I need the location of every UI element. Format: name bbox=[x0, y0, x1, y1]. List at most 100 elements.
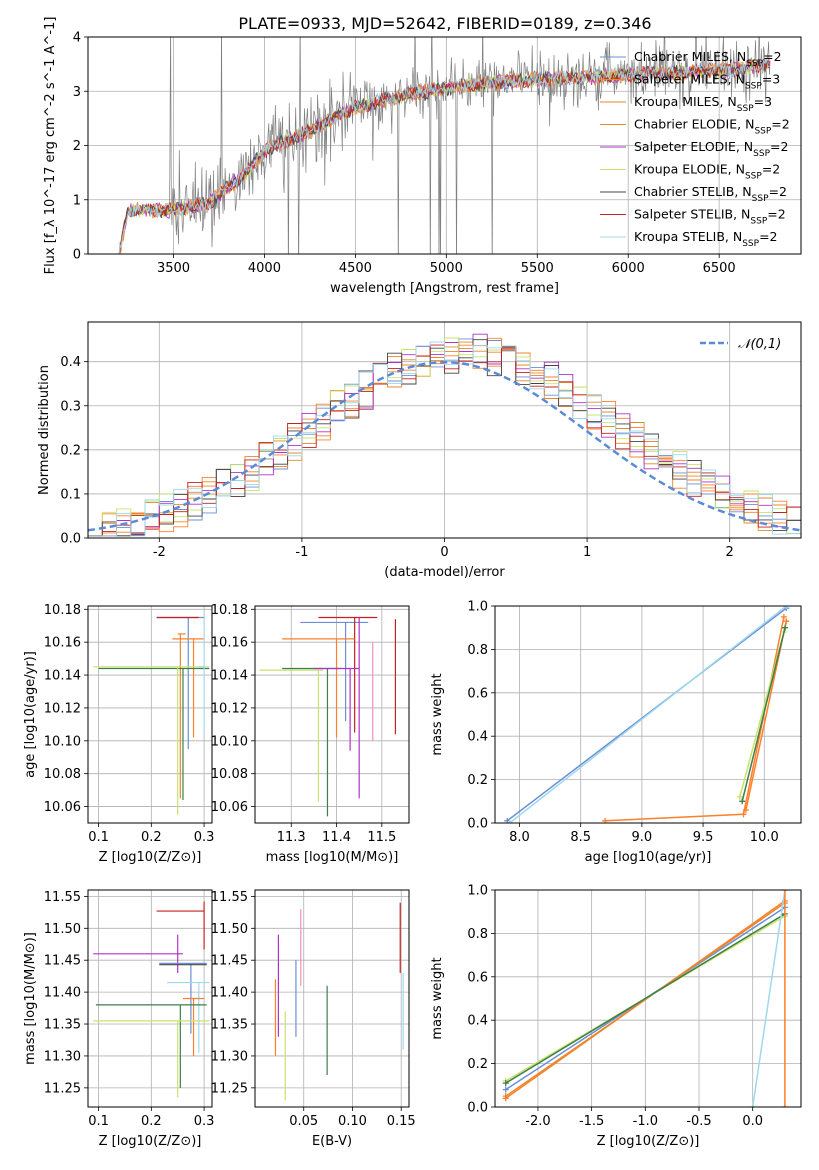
legend-entry: Salpeter ELODIE, NSSP=2 bbox=[634, 139, 788, 159]
tick-label-y: 0.0 bbox=[60, 532, 81, 547]
tick-label-y: 11.25 bbox=[44, 1081, 81, 1096]
tick-label-x: 0.3 bbox=[194, 1114, 215, 1129]
tick-label-x: -1.5 bbox=[579, 1114, 604, 1129]
tick-label-y: 1 bbox=[73, 193, 81, 208]
tick-label-y: 2 bbox=[73, 139, 81, 154]
legend-value: =2 bbox=[770, 139, 788, 154]
plot-area bbox=[93, 616, 210, 815]
x-axis-label: Z [log10(Z/Z⊙)] bbox=[99, 850, 202, 865]
mass-weight-point bbox=[783, 618, 790, 625]
tick-label-x: 2 bbox=[726, 545, 734, 560]
x-axis-label: age [log10(age/yr)] bbox=[585, 850, 712, 865]
panel-7: -2.0 -1.5 -1.0 -0.5 0.0 0.0 0.2 0.4 0.6 0.8 1.0 Z [… bbox=[430, 884, 802, 1149]
tick-label-y: 10.14 bbox=[44, 669, 81, 684]
tick-label-x: 0.15 bbox=[387, 1114, 416, 1129]
tick-label-y: 11.25 bbox=[211, 1081, 248, 1096]
panel-3: 11.3 11.4 11.5 10.06 10.08 10.10 10.12 10.14 10.… bbox=[211, 603, 410, 865]
legend-entry: 𝒩(0,1) bbox=[738, 337, 781, 352]
tick-label-x: 6000 bbox=[612, 261, 645, 276]
tick-label-x: 10.0 bbox=[750, 830, 779, 845]
tick-label-x: -1.0 bbox=[633, 1114, 658, 1129]
tick-label-x: 5500 bbox=[521, 261, 554, 276]
tick-label-y: 10.06 bbox=[44, 800, 81, 815]
x-axis-label: (data-model)/error bbox=[384, 565, 505, 580]
tick-label-y: 0.0 bbox=[467, 1101, 488, 1116]
mass-weight-point bbox=[749, 1104, 756, 1107]
mass-weight-line bbox=[505, 902, 786, 1097]
tick-label-y: 11.30 bbox=[44, 1049, 81, 1064]
tick-label-x: -2 bbox=[153, 545, 166, 560]
tick-label-y: 11.55 bbox=[44, 890, 81, 905]
mass-weight-point bbox=[739, 798, 746, 805]
legend-value: =2 bbox=[767, 207, 785, 222]
tick-label-y: 0.3 bbox=[60, 399, 81, 414]
tick-label-y: 11.40 bbox=[211, 986, 248, 1001]
legend-value: =2 bbox=[763, 49, 781, 64]
tick-label-x: 4500 bbox=[339, 261, 372, 276]
tick-label-y: 4 bbox=[73, 31, 81, 46]
y-axis-label: mass [log10(M/M⊙)] bbox=[23, 932, 38, 1065]
panel-4: 8.0 8.5 9.0 9.5 10.0 0.0 0.2 0.4 0.6 0.8 1.0 age [l… bbox=[430, 600, 802, 865]
axes-frame bbox=[254, 605, 410, 824]
legend-entry: Kroupa MILES, NSSP=3 bbox=[634, 94, 772, 114]
tick-label-x: 8.5 bbox=[570, 830, 591, 845]
mass-weight-point bbox=[780, 613, 787, 620]
tick-label-x: 9.5 bbox=[693, 830, 714, 845]
legend-subscript: SSP bbox=[753, 149, 770, 159]
tick-label-y: 0 bbox=[73, 248, 81, 263]
legend-entry: Chabrier STELIB, NSSP=2 bbox=[634, 184, 787, 204]
tick-label-y: 0.8 bbox=[467, 927, 488, 942]
axes-frame bbox=[87, 605, 213, 824]
plot-area bbox=[502, 890, 788, 1107]
x-axis-label: mass [log10(M/M⊙)] bbox=[266, 850, 399, 865]
tick-label-x: 9.0 bbox=[632, 830, 653, 845]
tick-label-y: 0.6 bbox=[467, 970, 488, 985]
mass-weight-point bbox=[740, 811, 747, 818]
legend-value: =2 bbox=[771, 117, 789, 132]
tick-label-x: 4000 bbox=[248, 261, 281, 276]
tick-label-y: 10.12 bbox=[44, 701, 81, 716]
residual-histogram bbox=[88, 341, 801, 537]
tick-label-y: 11.35 bbox=[44, 1018, 81, 1033]
mass-weight-line bbox=[509, 606, 787, 823]
tick-label-y: 10.14 bbox=[211, 669, 248, 684]
legend-entry: Kroupa STELIB, NSSP=2 bbox=[634, 229, 778, 249]
normal-reference-curve bbox=[88, 360, 801, 532]
plot-area bbox=[504, 606, 790, 823]
tick-label-y: 11.40 bbox=[44, 986, 81, 1001]
axes-frame bbox=[87, 321, 802, 539]
spectrum-model-line bbox=[118, 58, 770, 254]
tick-label-y: 0.2 bbox=[60, 443, 81, 458]
tick-label-x: 0.05 bbox=[289, 1114, 318, 1129]
tick-label-x: 11.5 bbox=[367, 830, 396, 845]
tick-label-y: 11.50 bbox=[211, 922, 248, 937]
tick-label-y: 1.0 bbox=[467, 600, 488, 615]
mass-weight-point bbox=[502, 1086, 509, 1093]
tick-label-y: 1.0 bbox=[467, 884, 488, 899]
tick-label-x: 0.3 bbox=[194, 830, 215, 845]
tick-label-x: 0.2 bbox=[141, 830, 162, 845]
x-axis-label: wavelength [Angstrom, rest frame] bbox=[330, 281, 559, 296]
mass-weight-point bbox=[783, 606, 790, 609]
tick-label-x: 6500 bbox=[703, 261, 736, 276]
tick-label-x: 0.0 bbox=[742, 1114, 763, 1129]
tick-label-y: 10.16 bbox=[211, 636, 248, 651]
tick-label-x: 1 bbox=[583, 545, 591, 560]
panel-6: 0.05 0.10 0.15 11.25 11.30 11.35 11.40 11.45 11.… bbox=[211, 889, 416, 1149]
tick-label-y: 0.6 bbox=[467, 686, 488, 701]
tick-label-y: 0.0 bbox=[467, 817, 488, 832]
mass-weight-line bbox=[506, 607, 787, 822]
panel-1: -2 -1 0 1 2 0.0 0.1 0.2 0.3 0.4 (data-model)/error… bbox=[37, 321, 802, 580]
tick-label-x: 0.2 bbox=[141, 1114, 162, 1129]
tick-label-y: 11.35 bbox=[211, 1018, 248, 1033]
mass-weight-line bbox=[741, 627, 786, 802]
legend-value: =2 bbox=[769, 184, 787, 199]
panel-5: 0.1 0.2 0.3 11.25 11.30 11.35 11.40 11.45 11.50 1… bbox=[23, 889, 215, 1149]
legend-value: =2 bbox=[759, 229, 777, 244]
tick-label-x: 8.0 bbox=[509, 830, 530, 845]
panel-0: 3500 4000 4500 5000 5500 6000 6500 0 1 2 3 4 wavelen… bbox=[43, 17, 802, 296]
mass-weight-point bbox=[502, 1080, 509, 1087]
tick-label-y: 11.50 bbox=[44, 922, 81, 937]
tick-label-y: 11.45 bbox=[211, 954, 248, 969]
